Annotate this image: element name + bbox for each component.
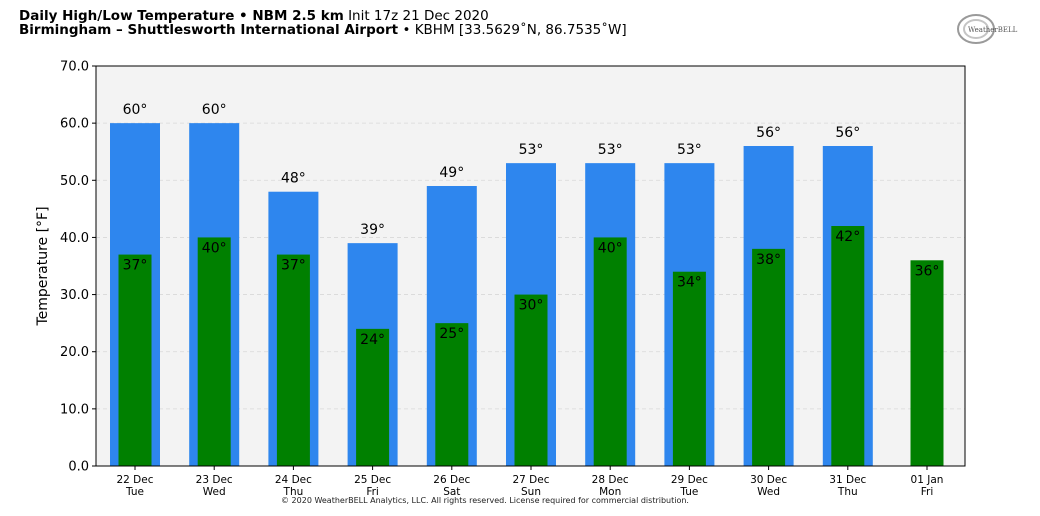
high-value-label: 60° [202,102,227,118]
x-tick-date: 28 Dec [592,474,629,486]
x-tick-day: Mon [599,486,621,498]
x-tick-date: 22 Dec [116,474,153,486]
high-value-label: 48° [281,171,306,187]
y-axis-label: Temperature [°F] [35,206,51,326]
low-bar [831,226,865,466]
low-value-label: 30° [519,298,544,314]
location-line: Birmingham – Shuttlesworth International… [19,23,627,38]
x-tick-date: 01 Jan [911,474,944,486]
y-tick-label: 50.0 [60,174,89,189]
high-value-label: 49° [439,165,464,181]
low-value-label: 34° [677,275,702,291]
x-tick-date: 25 Dec [354,474,391,486]
x-tick-day: Wed [757,486,780,498]
x-tick-day: Tue [125,486,144,498]
y-tick-label: 40.0 [60,231,89,246]
y-tick-label: 60.0 [60,117,89,132]
x-tick-day: Thu [837,486,858,498]
logo-text: WeatherBELL [968,26,1018,34]
low-bar [435,323,469,466]
location-name: Birmingham – Shuttlesworth International… [19,22,399,38]
high-value-label: 39° [360,222,385,238]
low-value-label: 38° [756,252,781,268]
x-tick-date: 27 Dec [512,474,549,486]
low-temperature-bars [118,226,944,466]
x-tick-date: 26 Dec [433,474,470,486]
low-bar [752,248,786,466]
low-bar [276,254,310,466]
copyright-notice: © 2020 WeatherBELL Analytics, LLC. All r… [281,496,689,505]
low-value-label: 42° [835,229,860,245]
low-bar [593,237,627,466]
weatherbell-logo: WeatherBELL [957,14,1018,44]
x-tick-date: 24 Dec [275,474,312,486]
low-value-label: 25° [439,326,464,342]
y-axis: 0.0 10.0 20.0 30.0 40.0 50.0 60.0 70.0 [60,60,96,475]
x-tick-day: Tue [679,486,698,498]
low-value-label: 37° [123,258,148,274]
y-tick-label: 20.0 [60,345,89,360]
low-bar [514,294,548,466]
low-value-label: 37° [281,258,306,274]
low-value-label: 36° [915,263,940,279]
x-tick-day: Thu [283,486,304,498]
plot-frame [95,65,966,467]
x-tick-date: 23 Dec [196,474,233,486]
chart-title-line: Daily High/Low Temperature • NBM 2.5 km … [19,9,489,24]
low-bar [356,328,390,466]
x-tick-date: 30 Dec [750,474,787,486]
high-value-label: 53° [677,142,702,158]
high-value-label: 53° [519,142,544,158]
low-bar [118,254,152,466]
location-coords: • KBHM [33.5629˚N, 86.7535˚W] [402,22,627,38]
x-tick-date: 29 Dec [671,474,708,486]
x-tick-day: Sun [521,486,541,498]
x-tick-date: 31 Dec [829,474,866,486]
low-bar [672,271,706,466]
data-labels: 60° 37° 60° 40° 48° 37° 39° 24° 49° 25° 53° 30° 53° 4… [123,102,940,348]
low-bar [910,260,944,466]
x-tick-day: Sat [443,486,460,498]
y-tick-label: 70.0 [60,60,89,75]
high-value-label: 53° [598,142,623,158]
x-tick-day: Fri [366,486,379,498]
high-value-label: 56° [835,125,860,141]
y-tick-label: 30.0 [60,288,89,303]
init-time: Init 17z 21 Dec 2020 [348,8,489,24]
high-value-label: 60° [123,102,148,118]
low-bar [197,237,231,466]
x-tick-day: Wed [203,486,226,498]
low-value-label: 40° [598,240,623,256]
y-tick-label: 10.0 [60,402,89,417]
low-value-label: 40° [202,240,227,256]
high-value-label: 56° [756,125,781,141]
chart-title: Daily High/Low Temperature • NBM 2.5 km [19,8,344,24]
y-tick-label: 0.0 [68,460,89,475]
low-value-label: 24° [360,332,385,348]
x-tick-day: Fri [921,486,934,498]
